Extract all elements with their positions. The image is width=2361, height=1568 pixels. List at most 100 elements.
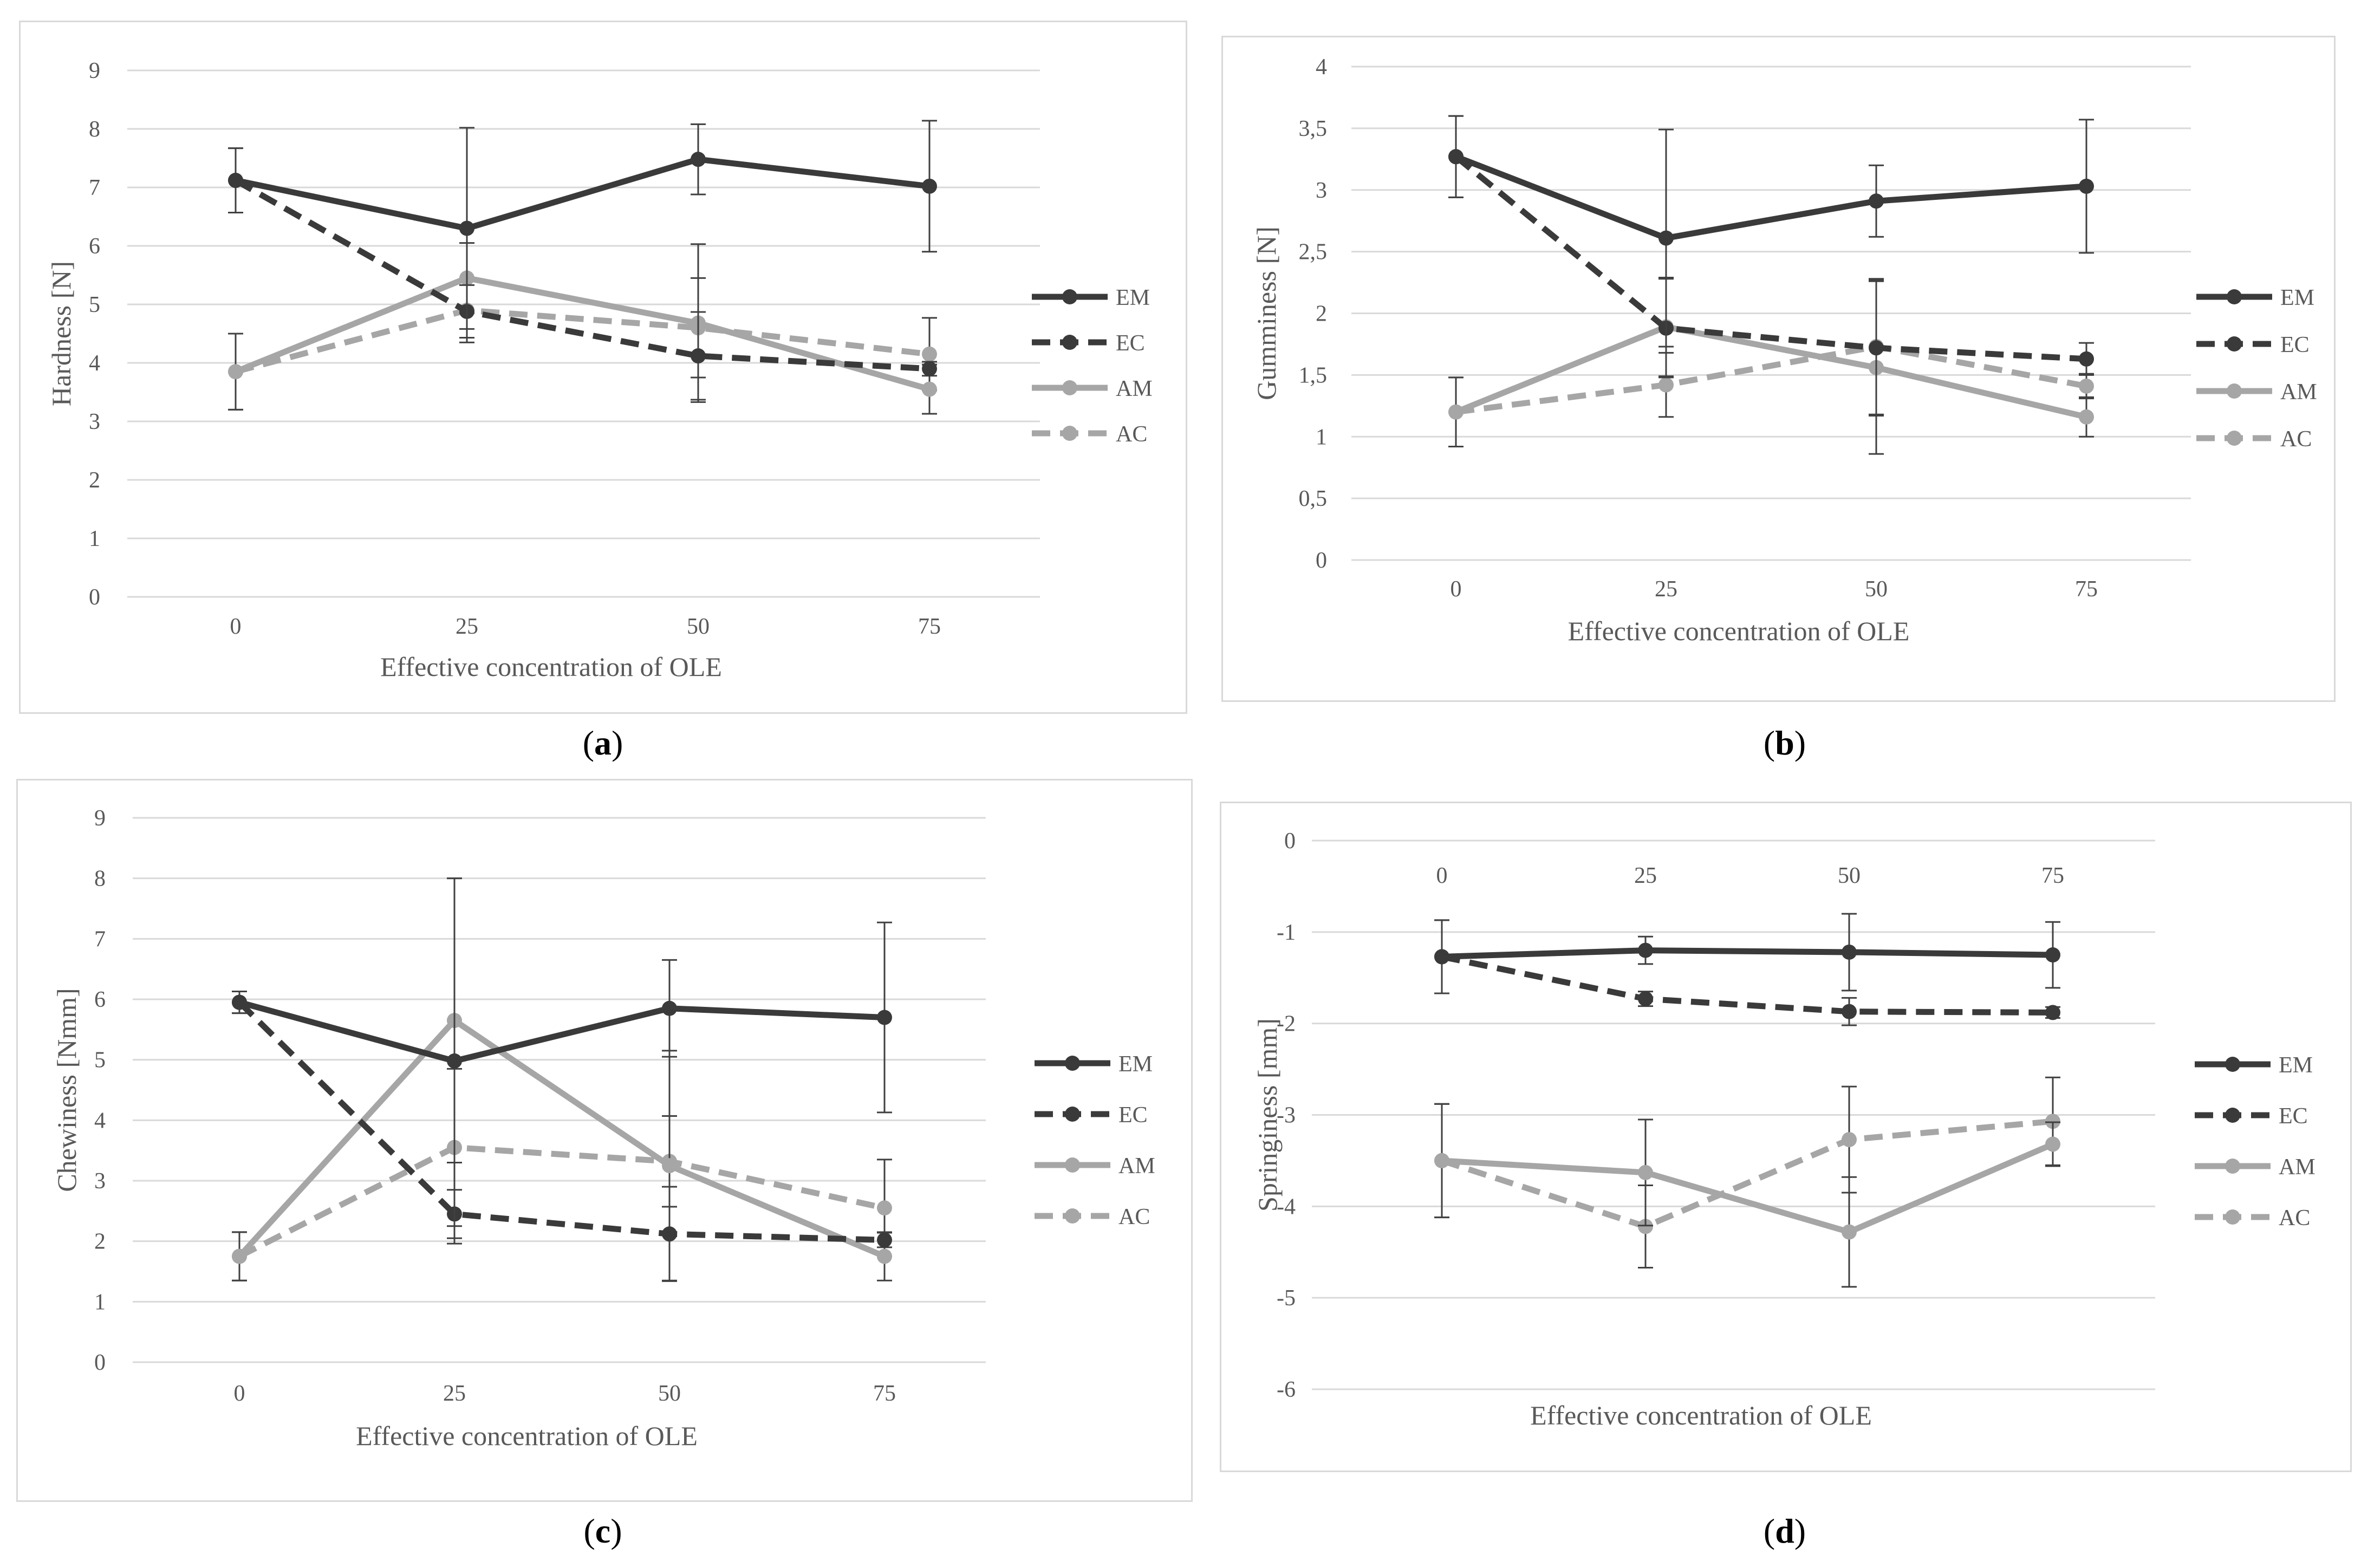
x-tick-label: 25 <box>1655 577 1677 602</box>
data-point-am <box>228 364 243 380</box>
x-tick-label: 50 <box>1838 863 1861 888</box>
y-tick-label: 0,5 <box>1299 486 1328 511</box>
series-line-am <box>1441 1141 2054 1235</box>
y-tick-label: -1 <box>1277 920 1296 945</box>
series-line-ec <box>1454 154 2087 362</box>
y-tick-label: 4 <box>89 351 100 376</box>
series-line-am <box>1454 324 2087 420</box>
x-tick-label: 25 <box>456 614 478 639</box>
y-tick-label: 0 <box>94 1350 106 1375</box>
x-tick-label: 75 <box>2075 577 2098 602</box>
legend-marker-em <box>1065 1056 1080 1071</box>
data-point-ec <box>2079 351 2094 367</box>
legend-marker-ac <box>1065 1208 1080 1224</box>
y-tick-label: 5 <box>89 292 100 317</box>
legend-entry-am: AM <box>1118 1154 1155 1179</box>
legend-entry-am: AM <box>1116 376 1153 401</box>
y-tick-label: 1 <box>89 526 100 551</box>
data-point-ac <box>877 1200 892 1216</box>
data-point-am <box>1434 1153 1449 1168</box>
x-tick-label: 50 <box>1865 577 1888 602</box>
chart-hardness: 0 1 2 3 4 5 6 7 8 9 0 25 50 75 Effective concentration… <box>46 58 1153 682</box>
y-tick-label: 2,5 <box>1299 240 1328 265</box>
data-point-ec <box>1638 991 1653 1007</box>
data-point-em <box>459 220 474 236</box>
y-tick-label: 5 <box>94 1048 106 1073</box>
data-point-am <box>662 1158 677 1174</box>
data-point-em <box>1638 942 1653 958</box>
legend-marker-em <box>2227 289 2242 304</box>
y-tick-label: 0 <box>1284 829 1296 854</box>
data-point-em <box>691 152 706 167</box>
legend-entry-ac: AC <box>1118 1205 1150 1229</box>
panel-label-d: (d) <box>1763 1512 1806 1550</box>
data-point-ec <box>2045 1005 2060 1020</box>
data-point-ac <box>1658 377 1674 393</box>
data-point-ac <box>1638 1219 1653 1234</box>
data-point-am <box>877 1248 892 1264</box>
data-point-em <box>1434 949 1449 965</box>
data-point-am <box>232 1248 247 1264</box>
y-tick-label: -6 <box>1277 1377 1296 1402</box>
data-point-am <box>1638 1164 1653 1180</box>
data-point-ac <box>922 346 937 362</box>
y-tick-label: 0 <box>1316 548 1327 573</box>
data-point-em <box>1869 193 1884 209</box>
panel-label-a: (a) <box>582 724 623 762</box>
y-tick-label: 6 <box>89 234 100 259</box>
legend-entry-em: EM <box>2279 1053 2313 1078</box>
y-axis-label: Gumminess [N] <box>1251 226 1282 400</box>
y-axis-label: Chewiness [Nmm] <box>51 988 82 1192</box>
panel-label-b: (b) <box>1763 724 1806 762</box>
data-point-am <box>922 381 937 397</box>
panel-label-c: (c) <box>583 1512 622 1550</box>
y-tick-label: 2 <box>89 468 100 493</box>
legend-marker-ac <box>1062 426 1077 441</box>
series-line-em <box>235 156 930 232</box>
y-tick-label: 8 <box>89 117 100 142</box>
y-tick-label: 3 <box>89 409 100 434</box>
y-tick-label: 3 <box>94 1169 106 1194</box>
data-point-am <box>2079 409 2094 425</box>
x-tick-label: 0 <box>1436 863 1448 888</box>
y-tick-label: 3 <box>1316 178 1327 203</box>
series-line-ac <box>1455 343 2087 415</box>
x-tick-label: 75 <box>918 614 941 639</box>
data-point-em <box>1658 230 1674 246</box>
data-point-am <box>1842 1224 1857 1240</box>
data-point-ac <box>2045 1114 2060 1129</box>
legend-entry-em: EM <box>2280 285 2314 310</box>
legend-entry-ec: EC <box>2279 1104 2308 1129</box>
legend-entry-am: AM <box>2279 1155 2316 1180</box>
data-point-em <box>1842 944 1857 960</box>
legend-entry-ac: AC <box>2280 427 2312 452</box>
legend-entry-am: AM <box>2280 380 2317 405</box>
y-tick-label: 1,5 <box>1299 363 1328 388</box>
series-line-ac <box>238 1144 886 1259</box>
x-axis-label: Effective concentration of OLE <box>356 1421 698 1451</box>
series-line-em <box>1455 154 2087 242</box>
x-tick-label: 25 <box>1634 863 1657 888</box>
series-line-am <box>237 1017 886 1259</box>
y-tick-label: 3,5 <box>1299 116 1328 141</box>
data-point-em <box>228 173 243 188</box>
legend-entry-ac: AC <box>1116 422 1147 447</box>
chart-springiness: -6 -5 -4 -3 -2 -1 0 0 25 50 75 Effective concentrat… <box>1252 829 2316 1430</box>
series-line-ec <box>237 1000 885 1243</box>
x-axis-label: Effective concentration of OLE <box>1530 1400 1872 1430</box>
data-point-ec <box>1842 1004 1857 1019</box>
legend-marker-ec <box>1062 335 1077 350</box>
data-point-ac <box>2079 378 2094 394</box>
data-point-em <box>232 994 247 1010</box>
y-tick-label: 8 <box>94 867 106 892</box>
legend-marker-ac <box>2225 1209 2240 1225</box>
legend-marker-am <box>2225 1159 2240 1174</box>
legend-marker-am <box>2227 383 2242 399</box>
data-point-ec <box>922 361 937 376</box>
y-tick-label: -4 <box>1277 1194 1296 1219</box>
legend-entry-ac: AC <box>2279 1206 2310 1231</box>
y-tick-label: 7 <box>94 927 106 952</box>
series-line-em <box>238 999 885 1064</box>
legend-entry-em: EM <box>1118 1052 1153 1077</box>
legend-entry-em: EM <box>1116 285 1150 310</box>
